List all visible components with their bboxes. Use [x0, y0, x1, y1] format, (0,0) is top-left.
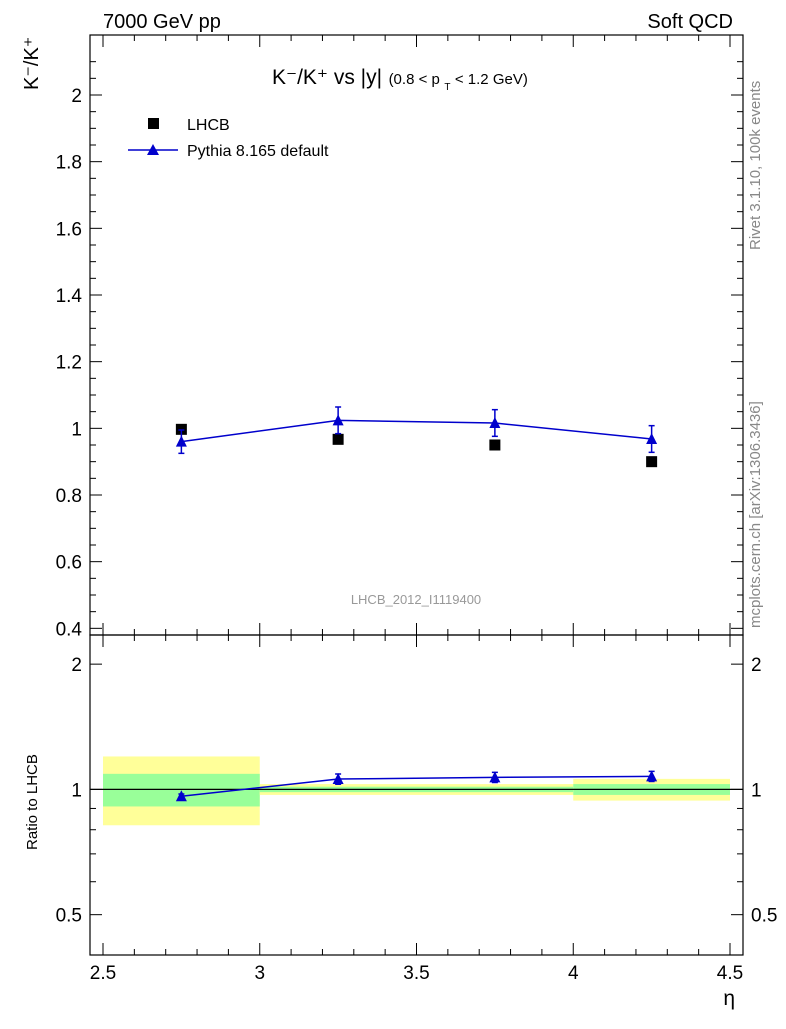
header-right: Soft QCD	[647, 11, 733, 33]
main-ytick-label: 1.6	[56, 219, 82, 240]
xtick-label: 4	[568, 963, 579, 984]
ratio-point	[646, 770, 658, 782]
x-axis-label: η	[723, 987, 735, 1010]
ratio-point	[332, 773, 344, 785]
rivet-version-label: Rivet 3.1.10, 100k events	[747, 81, 764, 250]
main-ytick-label: 0.4	[56, 619, 83, 640]
main-ylabel: K⁻/K⁺	[21, 37, 43, 90]
source-label: mcplots.cern.ch [arXiv:1306.3436]	[747, 401, 764, 628]
ratio-ytick-label-right: 1	[751, 780, 762, 801]
xtick-label: 2.5	[90, 963, 116, 984]
main-ytick-label: 1	[71, 419, 82, 440]
mc-point	[332, 414, 344, 426]
ratio-point	[175, 790, 187, 802]
analysis-watermark: LHCB_2012_I1119400	[351, 592, 481, 607]
data-point	[489, 439, 501, 451]
ratio-ytick-label: 2	[71, 655, 82, 676]
ratio-ytick-label-right: 0.5	[751, 906, 777, 927]
ratio-point	[489, 771, 501, 783]
legend-label-data: LHCB	[187, 117, 230, 134]
main-ytick-label: 1.8	[56, 153, 82, 174]
header-left: 7000 GeV pp	[103, 11, 221, 33]
xtick-label: 3.5	[403, 963, 429, 984]
ratio-series-line	[181, 775, 652, 797]
legend-marker-mc	[147, 144, 159, 155]
xtick-label: 4.5	[717, 963, 743, 984]
main-ytick-label: 1.2	[56, 353, 82, 374]
ratio-ytick-label: 0.5	[56, 906, 82, 927]
ratio-ytick-label-right: 2	[751, 655, 762, 676]
chart-title-cut-sub: T	[444, 82, 450, 93]
mc-point	[175, 435, 187, 447]
legend: LHCB Pythia 8.165 default	[128, 117, 329, 160]
data-point	[646, 456, 658, 468]
main-ytick-label: 0.8	[56, 486, 82, 507]
data-point	[332, 433, 344, 445]
legend-label-mc: Pythia 8.165 default	[187, 143, 329, 160]
main-ytick-label: 1.4	[56, 286, 83, 307]
ratio-ylabel: Ratio to LHCB	[24, 754, 41, 850]
main-ytick-label: 0.6	[56, 553, 82, 574]
main-ytick-label: 2	[71, 86, 82, 107]
chart-title-cut-end: < 1.2 GeV)	[455, 71, 528, 88]
xtick-label: 3	[254, 963, 265, 984]
mc-point	[489, 417, 501, 428]
chart-title-cut: (0.8 < p	[389, 71, 440, 88]
legend-marker-data	[148, 118, 159, 129]
chart-title: K⁻/K⁺ vs |y| (0.8 < p T < 1.2 GeV)	[272, 66, 528, 94]
mc-series-line	[181, 419, 652, 443]
mc-point	[646, 433, 658, 444]
chart-title-main: K⁻/K⁺ vs |y|	[272, 66, 382, 89]
ratio-ytick-label: 1	[71, 780, 82, 801]
chart-marks: 0.4 0.6 0.8 1 1.2 1.4 1.6 1.8 2 2.5 3 3.5 4 4.5 η 0.5 0.…	[56, 34, 777, 1010]
